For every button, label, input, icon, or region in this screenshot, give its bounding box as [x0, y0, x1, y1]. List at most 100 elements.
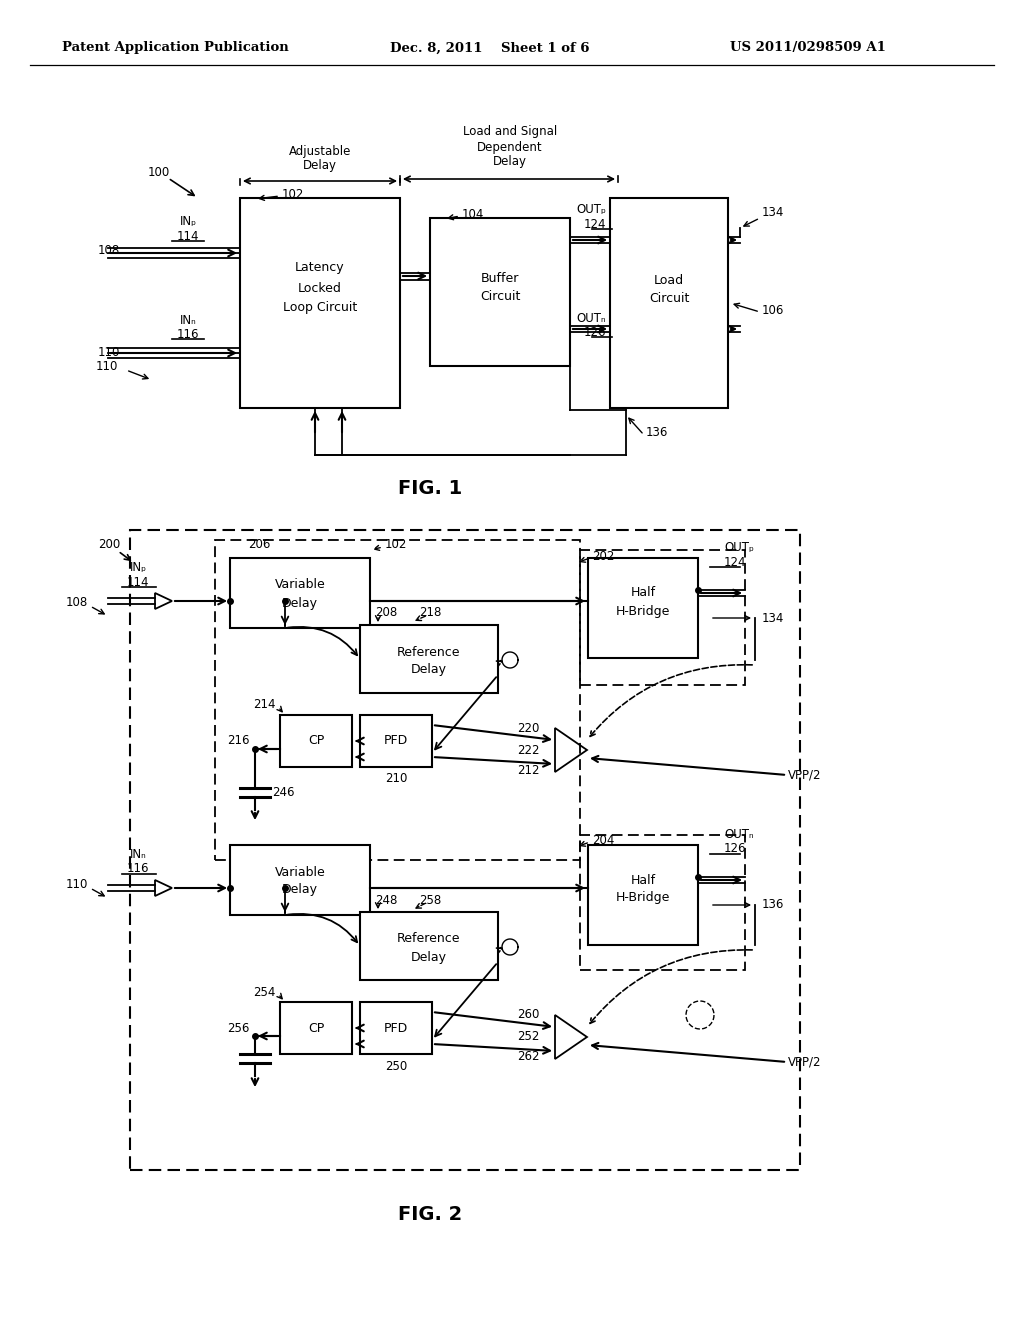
Text: 108: 108 — [66, 595, 88, 609]
Text: Locked: Locked — [298, 281, 342, 294]
Text: Adjustable: Adjustable — [289, 145, 351, 158]
Text: Variable: Variable — [274, 578, 326, 591]
Text: Reference: Reference — [397, 645, 461, 659]
Bar — [610, 198, 728, 408]
Bar — [588, 845, 698, 945]
Text: Load: Load — [654, 273, 684, 286]
Text: 124: 124 — [584, 218, 606, 231]
Text: 214: 214 — [254, 698, 276, 711]
Text: 126: 126 — [584, 326, 606, 338]
Bar — [240, 198, 400, 408]
Text: Circuit: Circuit — [480, 289, 520, 302]
Text: 212: 212 — [517, 763, 540, 776]
Text: INₚ: INₚ — [129, 561, 146, 574]
Text: Buffer: Buffer — [481, 272, 519, 285]
Text: 220: 220 — [517, 722, 540, 734]
Text: 200: 200 — [98, 539, 120, 552]
Text: Delay: Delay — [411, 950, 447, 964]
Text: 110: 110 — [66, 879, 88, 891]
Text: PFD: PFD — [384, 734, 409, 747]
Bar — [130, 531, 800, 1170]
Bar — [580, 550, 745, 685]
Text: INₙ: INₙ — [130, 849, 146, 862]
Text: Delay: Delay — [493, 156, 527, 169]
Text: OUTₚ: OUTₚ — [724, 541, 754, 554]
Text: Reference: Reference — [397, 932, 461, 945]
Text: VPP/2: VPP/2 — [788, 1056, 821, 1068]
Text: 252: 252 — [517, 1031, 540, 1044]
Text: 248: 248 — [375, 894, 397, 907]
Text: Latency: Latency — [295, 261, 345, 275]
Text: Dependent: Dependent — [477, 140, 543, 153]
Text: INₙ: INₙ — [179, 314, 197, 326]
Text: 108: 108 — [98, 243, 120, 256]
Text: OUTₙ: OUTₙ — [577, 312, 606, 325]
Text: 110: 110 — [95, 359, 118, 372]
Text: INₚ: INₚ — [179, 215, 197, 228]
Text: Half: Half — [631, 586, 655, 599]
Text: 114: 114 — [127, 576, 150, 589]
Text: 136: 136 — [762, 899, 784, 912]
Text: 134: 134 — [762, 611, 784, 624]
Text: 208: 208 — [375, 606, 397, 619]
Text: 218: 218 — [419, 606, 441, 619]
Text: Dec. 8, 2011    Sheet 1 of 6: Dec. 8, 2011 Sheet 1 of 6 — [390, 41, 590, 54]
Bar — [215, 540, 580, 861]
Text: 116: 116 — [177, 327, 200, 341]
Text: Load and Signal: Load and Signal — [463, 125, 557, 139]
Text: Loop Circuit: Loop Circuit — [283, 301, 357, 314]
Bar — [280, 715, 352, 767]
Text: Circuit: Circuit — [649, 292, 689, 305]
Text: OUTₙ: OUTₙ — [724, 829, 754, 842]
Bar — [230, 845, 370, 915]
Text: Half: Half — [631, 874, 655, 887]
Text: FIG. 2: FIG. 2 — [398, 1205, 462, 1225]
Text: 116: 116 — [127, 862, 150, 875]
Bar — [230, 558, 370, 628]
Text: FIG. 1: FIG. 1 — [398, 479, 462, 498]
Bar — [360, 624, 498, 693]
Text: 134: 134 — [762, 206, 784, 219]
Text: 114: 114 — [177, 230, 200, 243]
Text: Variable: Variable — [274, 866, 326, 879]
Text: Delay: Delay — [411, 664, 447, 676]
Text: 106: 106 — [762, 304, 784, 317]
Text: VPP/2: VPP/2 — [788, 768, 821, 781]
Bar — [430, 218, 570, 366]
Text: Delay: Delay — [282, 883, 318, 896]
Text: 104: 104 — [462, 207, 484, 220]
Bar — [360, 715, 432, 767]
Bar — [588, 558, 698, 657]
Text: 206: 206 — [248, 539, 270, 552]
Bar — [580, 836, 745, 970]
Text: 102: 102 — [385, 539, 408, 552]
Text: 126: 126 — [724, 842, 746, 855]
Text: CP: CP — [308, 1022, 325, 1035]
Text: Delay: Delay — [282, 597, 318, 610]
Text: 100: 100 — [148, 165, 170, 178]
Text: 102: 102 — [282, 187, 304, 201]
Text: 262: 262 — [517, 1051, 540, 1064]
Text: 256: 256 — [227, 1022, 250, 1035]
Text: 254: 254 — [254, 986, 276, 998]
Text: 110: 110 — [98, 346, 121, 359]
Text: OUTₚ: OUTₚ — [575, 203, 606, 216]
Text: 204: 204 — [592, 833, 614, 846]
Text: 258: 258 — [419, 894, 441, 907]
Text: Delay: Delay — [303, 158, 337, 172]
Text: CP: CP — [308, 734, 325, 747]
Text: PFD: PFD — [384, 1022, 409, 1035]
Text: 202: 202 — [592, 549, 614, 562]
Text: Patent Application Publication: Patent Application Publication — [62, 41, 289, 54]
Text: 210: 210 — [385, 772, 408, 785]
Text: US 2011/0298509 A1: US 2011/0298509 A1 — [730, 41, 886, 54]
Bar — [360, 1002, 432, 1053]
Text: 222: 222 — [517, 743, 540, 756]
Text: 136: 136 — [646, 426, 669, 440]
Text: 246: 246 — [272, 787, 295, 800]
Bar — [360, 912, 498, 979]
Text: 216: 216 — [227, 734, 250, 747]
Text: 124: 124 — [724, 556, 746, 569]
Text: 250: 250 — [385, 1060, 408, 1072]
Text: 260: 260 — [517, 1008, 540, 1022]
